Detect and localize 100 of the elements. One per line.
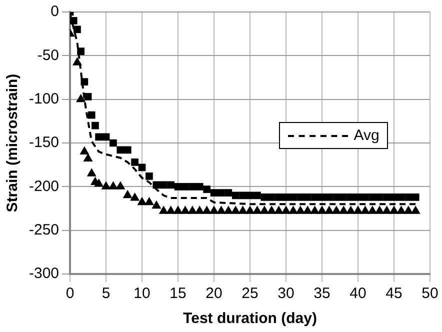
point [246,206,254,214]
point [80,146,89,154]
point [131,158,138,166]
point [354,206,362,214]
point [144,197,154,206]
point [70,17,78,24]
point [116,146,124,154]
x-tick-label: 0 [66,285,74,302]
point [74,26,81,34]
point [326,193,333,201]
point [268,193,276,201]
point [196,182,204,190]
point [80,78,88,86]
point [84,93,92,100]
point [246,192,254,200]
point [411,206,420,214]
point [232,192,240,200]
point [318,193,326,201]
point [339,206,348,214]
point [166,206,176,214]
point [303,206,312,214]
point [210,206,218,214]
point [318,206,326,214]
point [188,182,196,190]
point [362,193,369,201]
point [390,206,398,214]
x-tick-label: 5 [102,285,110,302]
point [174,206,182,214]
point [188,206,197,214]
point [108,182,118,190]
point [138,164,146,172]
point [310,206,320,214]
point [231,206,240,214]
point [332,193,340,201]
point [390,193,398,201]
point [195,206,204,214]
point [77,48,85,55]
point [174,182,182,190]
point [160,181,168,189]
point [202,206,212,214]
point [76,94,86,102]
point [252,206,262,214]
point [296,206,305,214]
x-tick-label: 40 [350,285,366,302]
point [368,193,376,201]
point [88,111,96,119]
legend-label: Avg [354,127,380,144]
point [87,168,96,176]
x-tick-label: 20 [206,285,222,302]
point [324,206,334,214]
point [288,206,298,214]
point [260,193,268,201]
point [102,182,110,190]
y-tick-label: -100 [28,90,60,108]
point [138,197,146,206]
y-tick-label: -300 [28,265,60,282]
point [354,193,362,201]
point [167,181,174,189]
point [396,206,406,214]
point [124,146,132,154]
x-tick-label: 50 [422,285,438,302]
point [218,189,225,196]
point [216,206,226,214]
point [404,193,412,201]
point [116,182,125,190]
point [368,206,377,214]
point [95,133,102,141]
point [224,189,232,196]
point [346,206,356,214]
point [239,192,246,200]
x-tick-label: 25 [242,285,258,302]
point [159,206,168,214]
point [383,193,390,201]
point [375,206,384,214]
y-tick-label: -200 [28,178,60,195]
point [152,200,161,209]
point [275,193,282,201]
x-tick-label: 45 [386,285,402,302]
x-axis-title: Test duration (day) [183,310,317,328]
point [304,193,312,201]
y-tick-label: -150 [28,134,60,152]
y-tick-label: -250 [28,221,60,238]
y-tick-label: 0 [50,3,60,20]
point [404,206,413,214]
point [130,193,140,201]
x-tick-label: 35 [314,285,330,302]
point [398,193,405,201]
point [180,206,190,214]
point [254,192,261,200]
point [311,193,318,201]
point [296,193,304,201]
point [260,206,269,214]
point [152,181,160,189]
point [182,182,189,190]
point [224,206,233,214]
point [84,154,92,162]
point [92,122,99,130]
point [332,206,341,214]
y-tick-label: -50 [37,46,60,64]
point [360,206,370,214]
